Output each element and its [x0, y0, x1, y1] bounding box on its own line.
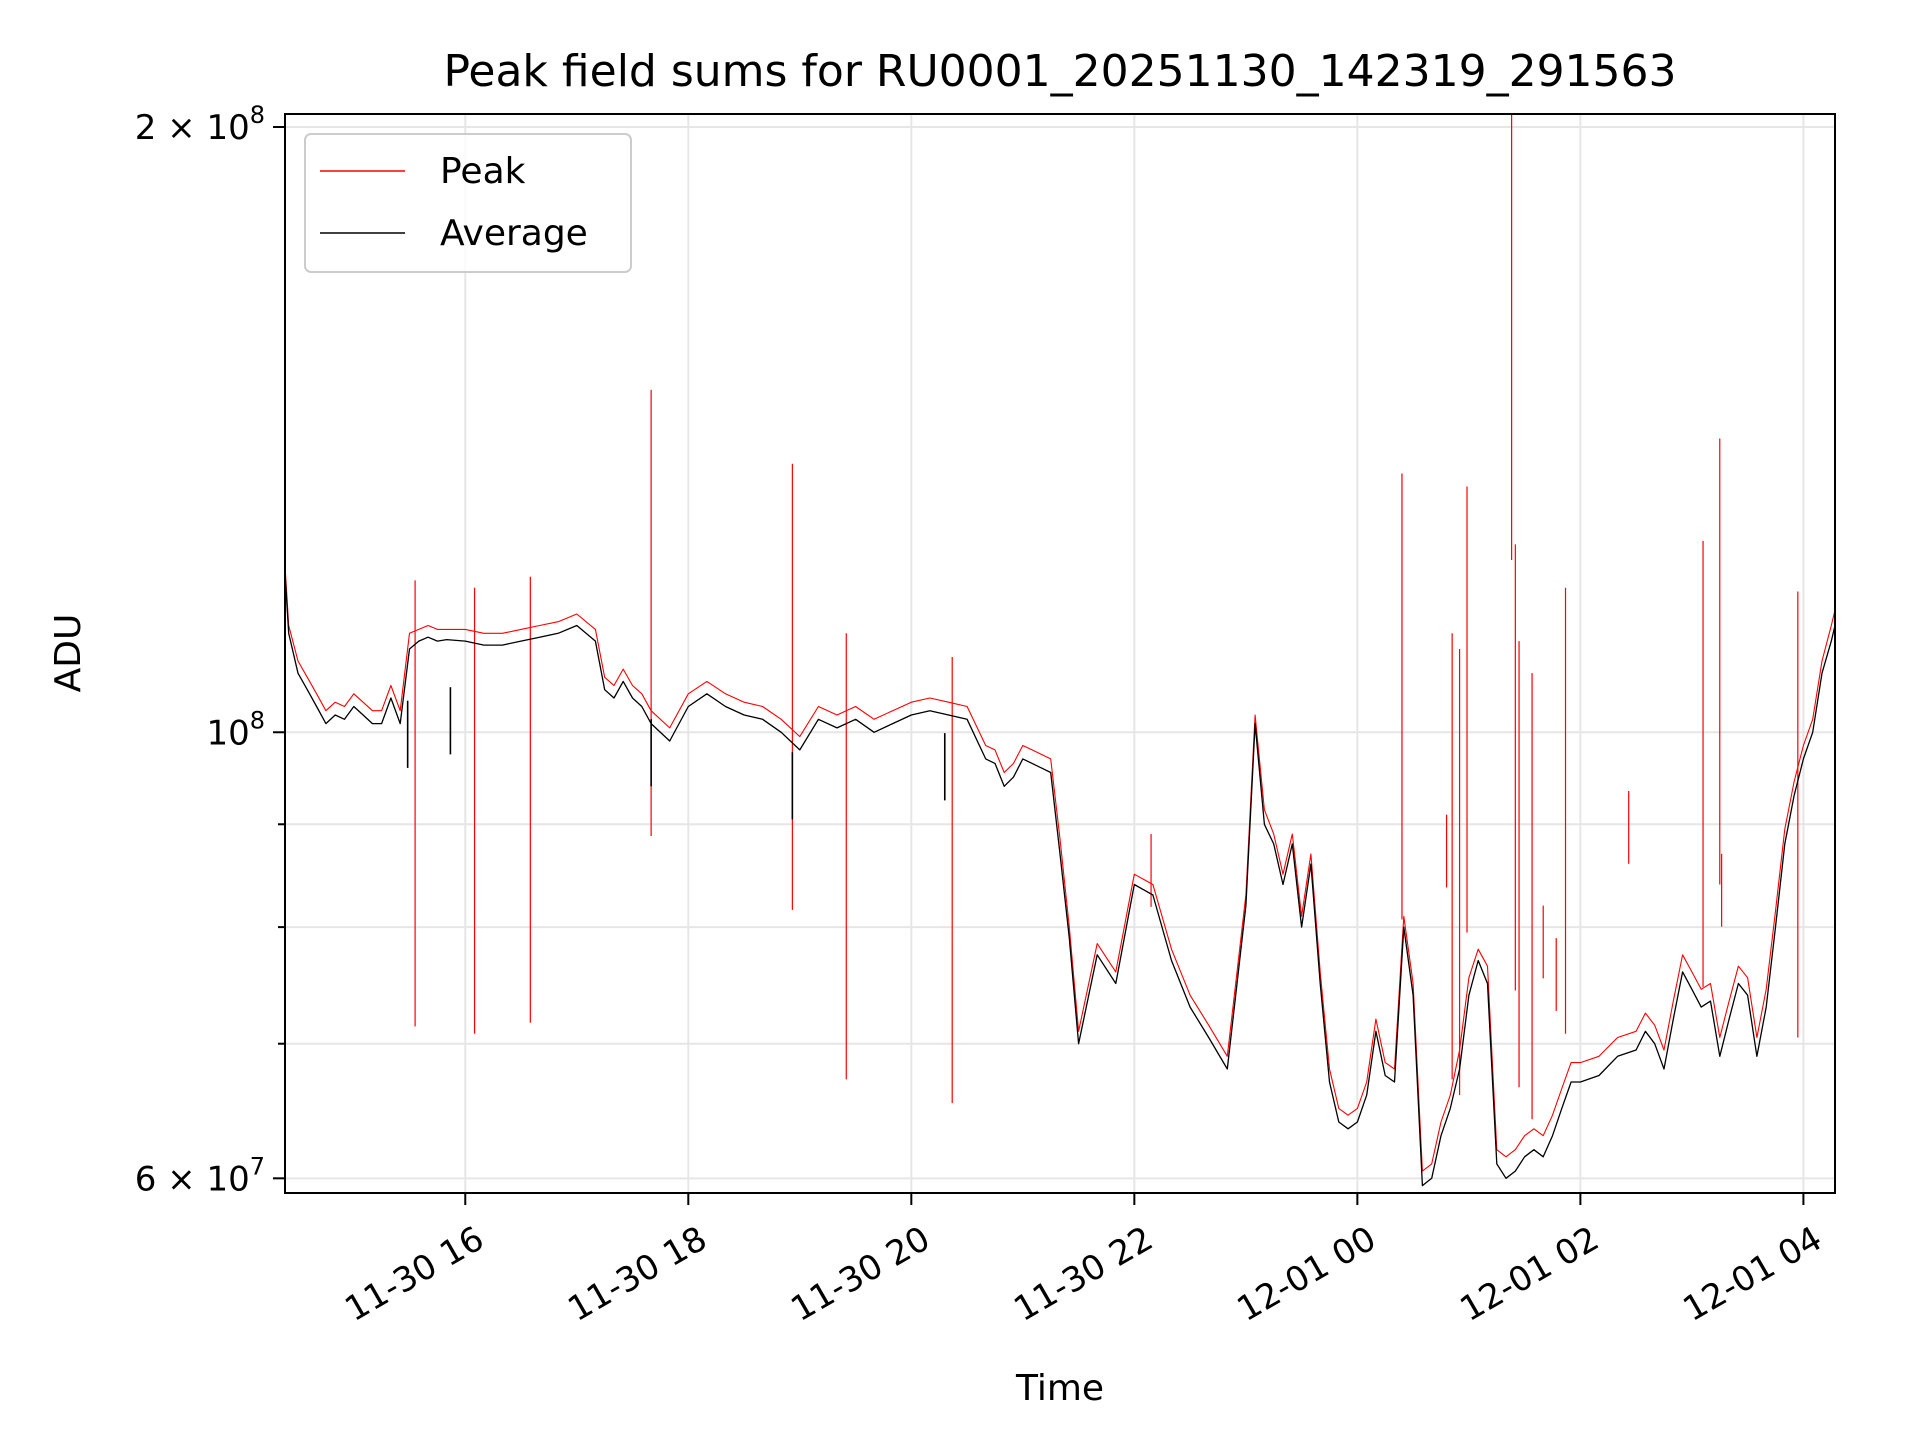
y-axis-label: ADU: [48, 614, 89, 693]
x-axis-label: Time: [1015, 1368, 1104, 1409]
legend-box: [304, 133, 632, 273]
series-layer: [284, 114, 1836, 1187]
legend-label-average: Average: [440, 213, 588, 254]
series-line-average: [284, 573, 1836, 1187]
y-tick-label: 6 × 107: [135, 1152, 265, 1199]
series-line-peak: [284, 565, 1836, 1172]
legend: Peak Average: [304, 133, 632, 273]
grid: [285, 114, 1835, 1193]
legend-label-peak: Peak: [440, 151, 526, 192]
y-tick-label: 2 × 108: [135, 101, 265, 148]
y-axis: 6 × 107 108 2 × 108: [135, 101, 285, 1199]
plot-frame: [284, 113, 1836, 1194]
chart-title: Peak field sums for RU0001_20251130_1423…: [443, 46, 1676, 97]
y-tick-label: 108: [206, 706, 265, 753]
